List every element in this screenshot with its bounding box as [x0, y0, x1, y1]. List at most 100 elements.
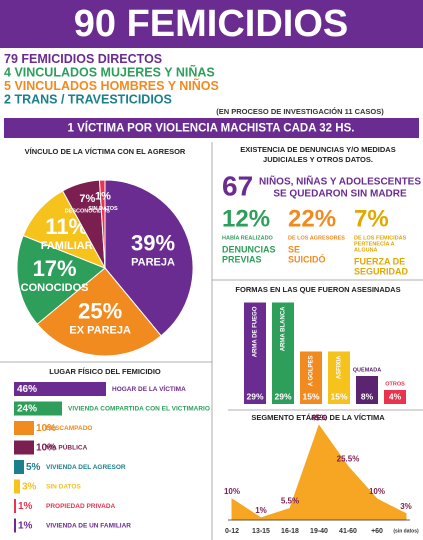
- chart-title: SEGMENTO ETÁREO DE LA VÍCTIMA: [251, 413, 385, 422]
- value-label: 25.5%: [337, 455, 360, 464]
- category-label: VÍA PÚBLICA: [46, 443, 88, 452]
- stat-small: HABÍA REALIZADO: [222, 233, 274, 241]
- stat-value: 7%: [354, 205, 389, 232]
- value-label: 17%: [33, 256, 77, 281]
- stat-big: DENUNCIAS: [222, 244, 276, 254]
- pie-slice: [16, 234, 106, 325]
- category-label: CONOCIDOS: [21, 282, 89, 294]
- bar: [384, 390, 406, 404]
- count-label: VINCULADOS HOMBRES Y NIÑOS: [14, 78, 218, 93]
- note: (EN PROCESO DE INVESTIGACIÓN 11 CASOS): [216, 107, 384, 116]
- category-label: ASFIXIA: [337, 355, 343, 379]
- pie-slice: [36, 267, 162, 357]
- count-number: 5: [4, 79, 11, 93]
- value-label: 3%: [22, 482, 37, 493]
- facts-title: EXISTENCIA DE DENUNCIAS Y/O MEDIDAS: [240, 145, 395, 154]
- count-number: 4: [4, 66, 11, 80]
- x-tick-label: 41-60: [339, 528, 357, 535]
- x-tick-label: +60: [371, 528, 383, 535]
- value-label: 1%: [18, 501, 33, 512]
- bar: [14, 460, 24, 474]
- category-label: PAREJA: [131, 257, 175, 269]
- x-tick-label: 13-15: [252, 528, 270, 535]
- x-tick-label: 19-40: [310, 528, 328, 535]
- value-label: 4%: [389, 391, 402, 401]
- value-label: 45%: [311, 414, 327, 423]
- value-label: 10%: [36, 423, 56, 434]
- value-label: 1%: [95, 191, 111, 203]
- count-label: TRANS / TRAVESTICIDIOS: [14, 93, 171, 107]
- count-number: 79: [4, 52, 18, 66]
- bar: [14, 401, 62, 416]
- category-label: OTROS: [385, 381, 405, 387]
- stat-big: SUICIDÓ: [288, 253, 326, 264]
- count-label: FEMICIDIOS DIRECTOS: [21, 52, 162, 66]
- bar: [328, 351, 350, 404]
- category-label: HOGAR DE LA VÍCTIMA: [112, 384, 186, 393]
- bar: [14, 421, 34, 435]
- value-label: 10%: [369, 487, 385, 496]
- bar: [244, 302, 266, 404]
- value-label: 29%: [274, 391, 291, 401]
- stat-big: FUERZA DE: [354, 256, 405, 266]
- category-label: A GOLPES: [309, 356, 315, 387]
- category-label: FAMILIAR: [41, 240, 93, 252]
- category-label: DESCONOCIDOS: [65, 209, 111, 215]
- chart-title: LUGAR FÍSICO DEL FEMICIDIO: [49, 367, 161, 376]
- value-label: 15%: [330, 391, 347, 401]
- banner: [4, 118, 419, 138]
- category-label: EX PAREJA: [69, 325, 131, 337]
- pie-slice: [104, 179, 194, 337]
- count-number: 2: [4, 93, 11, 107]
- value-label: 29%: [246, 391, 263, 401]
- category-label: SIN DATOS: [46, 484, 81, 491]
- bar: [14, 440, 34, 455]
- orphans-number: 67: [222, 170, 253, 201]
- bar: [272, 302, 294, 404]
- value-label: 39%: [131, 231, 175, 256]
- count-label: VINCULADOS MUJERES Y NIÑAS: [14, 65, 214, 80]
- value-label: 5%: [26, 462, 41, 473]
- value-label: 10%: [36, 443, 56, 454]
- count-line: 79 FEMICIDIOS DIRECTOS: [4, 52, 162, 66]
- bar: [14, 479, 20, 494]
- chart-title: VÍNCULO DE LA VÍCTIMA CON EL AGRESOR: [25, 147, 186, 156]
- orphans-text: SE QUEDARON SIN MADRE: [273, 189, 407, 200]
- pie-slice: [98, 179, 106, 269]
- value-label: 3%: [400, 502, 412, 511]
- count-line: 5 VINCULADOS HOMBRES Y NIÑOS: [4, 78, 219, 93]
- bar: [300, 351, 322, 404]
- value-label: 1%: [18, 521, 33, 532]
- category-label: VIVIENDA COMPARTIDA CON EL VICTIMARIO: [68, 406, 210, 413]
- x-tick-label: 16-18: [281, 528, 299, 535]
- category-label: ARMA BLANCA: [281, 306, 287, 351]
- value-label: 46%: [17, 384, 37, 395]
- stat-big: PREVIAS: [222, 254, 262, 264]
- category-label: VIVIENDA DEL AGRESOR: [46, 464, 126, 471]
- stat-small: DE LOS AGRESORES: [288, 235, 345, 241]
- stat-small: DE LOS FEMICIDAS: [354, 235, 407, 241]
- value-label: 8%: [361, 391, 374, 401]
- category-label: VIVIENDA DE UN FAMILIAR: [46, 523, 131, 530]
- stat-big: SE: [288, 244, 300, 254]
- category-label: ARMA DE FUEGO: [253, 306, 259, 357]
- area: [231, 424, 407, 521]
- header-banner: [0, 0, 423, 48]
- chart-title: FORMAS EN LAS QUE FUERON ASESINADAS: [235, 285, 400, 294]
- count-line: 2 TRANS / TRAVESTICIDIOS: [4, 93, 172, 107]
- bar: [14, 499, 16, 513]
- banner-text: 1 VÍCTIMA POR VIOLENCIA MACHISTA CADA 32…: [68, 122, 355, 135]
- page-title: 90 FEMICIDIOS: [74, 3, 349, 45]
- value-label: 1%: [255, 506, 267, 515]
- category-label: DESCAMPADO: [46, 425, 92, 432]
- stat-small: ALGUNA: [354, 247, 378, 253]
- value-label: 10%: [224, 487, 240, 496]
- category-label: PROPIEDAD PRIVADA: [46, 503, 116, 510]
- facts-title: JUDICIALES Y OTROS DATOS.: [263, 155, 373, 164]
- bar: [14, 518, 16, 533]
- count-line: 4 VINCULADOS MUJERES Y NIÑAS: [4, 65, 215, 80]
- stat-value: 12%: [222, 205, 270, 232]
- value-label: 15%: [302, 391, 319, 401]
- stat-value: 22%: [288, 205, 336, 232]
